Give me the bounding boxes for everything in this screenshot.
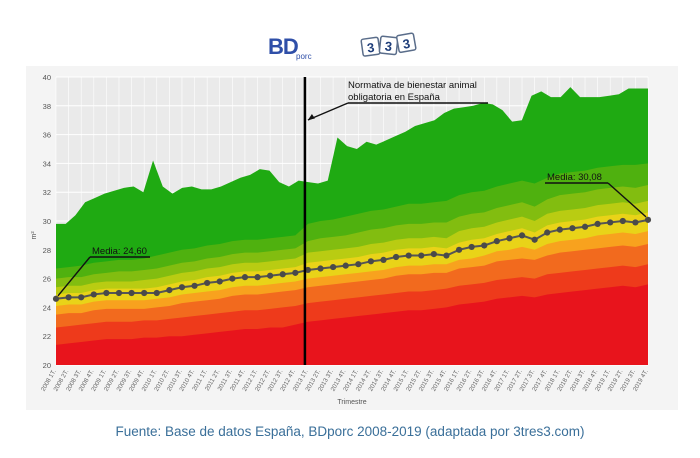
y-tick-label: 24 <box>43 303 51 312</box>
mean-point <box>594 220 601 227</box>
mean-point <box>342 262 349 269</box>
y-axis-label: m² <box>31 231 38 240</box>
mean-point <box>204 279 211 287</box>
percentile-band <box>56 284 648 365</box>
y-tick-label: 30 <box>43 217 51 226</box>
annotation-mean-end-arrow <box>607 182 647 218</box>
mean-point <box>90 291 97 298</box>
mean-point <box>229 275 236 282</box>
mean-point <box>141 289 148 297</box>
mean-point <box>392 253 400 261</box>
333-logo: 3 3 3 <box>360 32 417 57</box>
mean-point <box>632 219 639 226</box>
mean-point <box>279 271 286 278</box>
y-tick-label: 20 <box>43 361 51 370</box>
mean-point <box>556 226 563 233</box>
annotation-mean-start: Media: 24,60 <box>92 246 147 257</box>
mean-point <box>241 274 249 281</box>
mean-point <box>481 242 488 249</box>
mean-point <box>128 289 135 297</box>
mean-point <box>493 238 500 245</box>
mean-point <box>569 225 576 232</box>
annotation-mean-start-arrow <box>57 256 91 297</box>
mean-point <box>581 223 589 230</box>
x-axis-label: Trimestre <box>337 399 366 406</box>
logos-area: BD porc 3 3 3 <box>0 0 700 70</box>
y-tick-label: 38 <box>43 102 51 111</box>
mean-point <box>216 278 223 285</box>
mean-point <box>506 235 513 242</box>
mean-point <box>153 289 160 297</box>
mean-point <box>455 246 463 253</box>
y-tick-label: 26 <box>43 275 51 284</box>
mean-point <box>115 289 123 297</box>
annotation-mean-end: Media: 30,08 <box>547 172 602 183</box>
mean-point <box>65 294 72 301</box>
mean-point <box>254 274 261 281</box>
mean-point <box>330 263 337 271</box>
mean-point <box>607 219 614 226</box>
annotation-regulation-arrowhead <box>307 114 315 120</box>
mean-point <box>367 258 374 265</box>
y-tick-label: 36 <box>43 131 51 140</box>
333-logo-digit: 3 <box>366 40 375 56</box>
mean-point <box>292 269 299 276</box>
mean-point <box>405 252 412 259</box>
bdporc-logo: BD <box>268 34 299 59</box>
mean-point <box>619 217 626 225</box>
mean-point <box>78 294 85 301</box>
mean-point <box>166 287 173 294</box>
mean-point <box>355 261 362 268</box>
mean-point <box>103 289 110 297</box>
mean-point <box>468 243 475 251</box>
mean-point <box>304 266 312 274</box>
bdporc-logo-sub: porc <box>296 52 312 61</box>
y-tick-label: 34 <box>43 159 51 168</box>
mean-point <box>178 284 186 291</box>
mean-point <box>518 232 526 239</box>
y-tick-label: 28 <box>43 246 51 255</box>
y-tick-label: 40 <box>43 73 51 82</box>
333-logo-digit: 3 <box>384 39 393 55</box>
y-tick-label: 22 <box>43 332 51 341</box>
mean-point <box>443 252 450 259</box>
annotation-regulation-line1: Normativa de bienestar animal <box>348 80 477 91</box>
y-tick-label: 32 <box>43 188 51 197</box>
mean-point <box>418 252 425 259</box>
annotation-regulation-arrow <box>307 102 349 121</box>
mean-point <box>531 236 538 243</box>
mean-point <box>267 272 274 279</box>
mean-point <box>317 265 324 272</box>
mean-point <box>191 282 198 289</box>
mean-point <box>430 251 437 258</box>
mean-point <box>380 256 387 263</box>
mean-point <box>52 295 60 302</box>
annotation-regulation-line2: obligatoria en España <box>348 92 441 103</box>
chart-caption: Fuente: Base de datos España, BDporc 200… <box>115 424 585 439</box>
mean-point <box>644 216 652 223</box>
333-logo-digit: 3 <box>402 36 412 52</box>
mean-point <box>544 229 551 236</box>
